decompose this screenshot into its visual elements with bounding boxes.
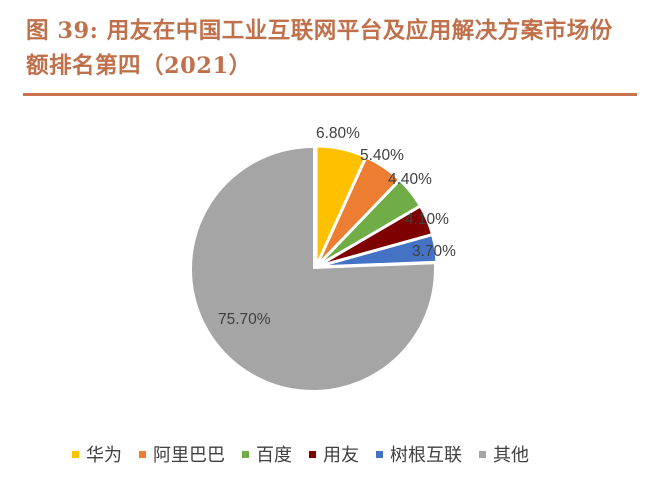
pie-slice-5 — [315, 232, 439, 269]
data-label: 3.70% — [412, 243, 456, 260]
legend-label: 阿里巴巴 — [153, 445, 225, 466]
legend-swatch-icon — [242, 450, 249, 458]
legend-label: 用友 — [323, 445, 359, 466]
data-label: 4.10% — [405, 211, 449, 228]
title-divider — [23, 93, 637, 96]
legend-item: 华为 — [72, 441, 122, 467]
legend-item: 阿里巴巴 — [139, 441, 225, 467]
data-label: 75.70% — [218, 311, 271, 328]
legend-label: 树根互联 — [390, 445, 462, 466]
legend-swatch-icon — [376, 450, 383, 458]
title-line-2: 额排名第四（2021） — [26, 53, 252, 79]
chart-title: 图 39: 用友在中国工业互联网平台及应用解决方案市场份 额排名第四（2021） — [26, 14, 636, 84]
legend-item: 百度 — [242, 441, 292, 467]
chart-legend: 华为 阿里巴巴 百度 用友 树根互联 其他 — [72, 441, 546, 467]
legend-item: 其他 — [479, 441, 529, 467]
pie-slice-6 — [191, 148, 434, 390]
legend-swatch-icon — [72, 450, 79, 458]
data-label: 4.40% — [388, 171, 432, 188]
title-line-1: 图 39: 用友在中国工业互联网平台及应用解决方案市场份 — [26, 18, 613, 44]
legend-item: 用友 — [309, 441, 359, 467]
legend-label: 其他 — [493, 445, 529, 466]
data-label: 6.80% — [316, 125, 360, 142]
legend-swatch-icon — [479, 450, 486, 458]
legend-label: 华为 — [86, 445, 122, 466]
data-label: 5.40% — [360, 147, 404, 164]
legend-swatch-icon — [139, 450, 146, 458]
legend-swatch-icon — [309, 450, 316, 458]
legend-item: 树根互联 — [376, 441, 462, 467]
legend-label: 百度 — [256, 445, 292, 466]
